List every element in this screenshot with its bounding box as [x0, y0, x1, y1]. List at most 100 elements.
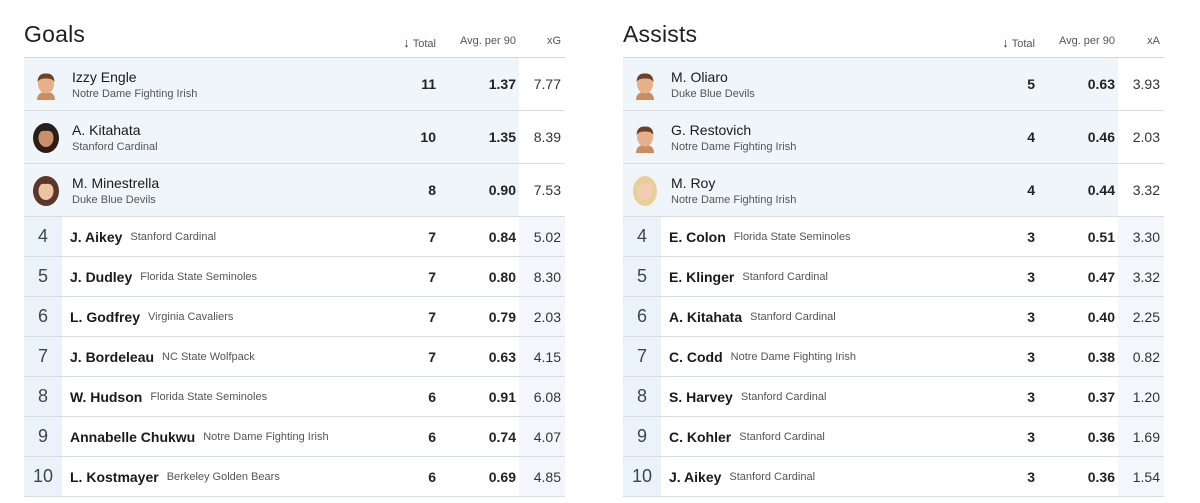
goals-top-row[interactable]: A. Kitahata Stanford Cardinal 10 1.35 8.…: [24, 111, 565, 164]
assists-row[interactable]: 6 A. Kitahata Stanford Cardinal 3 0.40 2.…: [623, 297, 1164, 337]
goals-row[interactable]: 9 Annabelle Chukwu Notre Dame Fighting Ir…: [24, 417, 565, 457]
goals-total: 6: [428, 428, 436, 445]
goals-header: Goals ↓ Total Avg. per 90 xG: [24, 0, 565, 58]
goals-total: 7: [428, 268, 436, 285]
goals-xg: 8.30: [519, 257, 565, 296]
player-name: J. Aikey: [669, 468, 722, 485]
rank: 9: [623, 417, 661, 456]
rank: 10: [24, 457, 62, 496]
assists-avg: 0.36: [1087, 468, 1115, 485]
avatar-female-icon: [633, 176, 657, 206]
goals-title: Goals: [24, 21, 86, 47]
avatar-male-icon: [37, 73, 55, 100]
assists-row[interactable]: 4 E. Colon Florida State Seminoles 3 0.51…: [623, 217, 1164, 257]
goals-row[interactable]: 8 W. Hudson Florida State Seminoles 6 0.9…: [24, 377, 565, 417]
assists-row[interactable]: 5 E. Klinger Stanford Cardinal 3 0.47 3.3…: [623, 257, 1164, 297]
assists-header: Assists ↓ Total Avg. per 90 xA: [623, 0, 1164, 58]
goals-col-xg[interactable]: xG: [546, 35, 561, 47]
goals-avg: 0.84: [488, 228, 516, 245]
player-name: Izzy Engle: [72, 69, 137, 85]
goals-row[interactable]: 6 L. Godfrey Virginia Cavaliers 7 0.79 2.…: [24, 297, 565, 337]
assists-col-xa[interactable]: xA: [1147, 35, 1160, 47]
goals-avg: 1.35: [488, 129, 516, 145]
goals-table: Goals ↓ Total Avg. per 90 xG Izzy Engle N…: [24, 0, 565, 497]
assists-top-row[interactable]: G. Restovich Notre Dame Fighting Irish 4…: [623, 111, 1164, 164]
avatar-female-icon: [33, 176, 59, 206]
assists-xa: 1.69: [1118, 417, 1164, 456]
player-name: M. Oliaro: [671, 69, 728, 85]
goals-total: 6: [428, 468, 436, 485]
goals-xg: 4.07: [519, 417, 565, 456]
goals-avg: 0.80: [488, 268, 516, 285]
goals-top-row[interactable]: Izzy Engle Notre Dame Fighting Irish 11 …: [24, 58, 565, 111]
goals-col-avg[interactable]: Avg. per 90: [459, 35, 516, 47]
player-name: J. Aikey: [70, 228, 123, 245]
player-team: Stanford Cardinal: [740, 390, 827, 403]
player-team: Stanford Cardinal: [742, 270, 828, 283]
goals-row[interactable]: 5 J. Dudley Florida State Seminoles 7 0.8…: [24, 257, 565, 297]
rank: 8: [623, 377, 661, 416]
assists-total: 3: [1027, 308, 1035, 325]
player-team: Berkeley Golden Bears: [166, 470, 280, 483]
assists-avg: 0.38: [1087, 348, 1115, 365]
player-name: C. Codd: [669, 348, 723, 365]
player-team: Florida State Seminoles: [140, 270, 258, 283]
assists-xa: 3.30: [1118, 217, 1164, 256]
goals-top-row[interactable]: M. Minestrella Duke Blue Devils 8 0.90 7…: [24, 164, 565, 217]
goals-row[interactable]: 4 J. Aikey Stanford Cardinal 7 0.84 5.02: [24, 217, 565, 257]
player-name: G. Restovich: [671, 122, 752, 138]
assists-table: Assists ↓ Total Avg. per 90 xA M. Oliaro …: [623, 0, 1164, 497]
assists-total: 3: [1027, 348, 1035, 365]
goals-xg: 6.08: [519, 377, 565, 416]
player-team: Stanford Cardinal: [72, 141, 158, 153]
avatar-female-icon: [33, 123, 59, 153]
goals-sort-total[interactable]: ↓ Total: [403, 35, 436, 50]
player-name: S. Harvey: [669, 388, 733, 405]
assists-top-row[interactable]: M. Roy Notre Dame Fighting Irish 4 0.44 …: [623, 164, 1164, 217]
goals-avg: 0.63: [488, 348, 516, 365]
goals-total: 6: [428, 388, 436, 405]
assists-avg: 0.44: [1087, 182, 1115, 198]
rank: 5: [623, 257, 661, 296]
player-team: Notre Dame Fighting Irish: [671, 194, 797, 206]
assists-avg: 0.46: [1087, 129, 1115, 145]
player-team: Notre Dame Fighting Irish: [730, 350, 856, 363]
assists-xa: 1.54: [1118, 457, 1164, 496]
player-team: Virginia Cavaliers: [148, 310, 234, 323]
avatar-male-icon: [636, 126, 654, 153]
player-team: Stanford Cardinal: [739, 430, 825, 443]
goals-xg: 7.77: [519, 58, 565, 110]
goals-avg: 0.91: [488, 388, 516, 405]
assists-top-row[interactable]: M. Oliaro Duke Blue Devils 5 0.63 3.93: [623, 58, 1164, 111]
player-name: M. Minestrella: [72, 175, 160, 191]
rank: 7: [623, 337, 661, 376]
player-name: E. Colon: [669, 228, 726, 245]
assists-xa: 3.93: [1118, 58, 1164, 110]
assists-avg: 0.47: [1087, 268, 1115, 285]
assists-xa: 0.82: [1118, 337, 1164, 376]
player-name: Annabelle Chukwu: [70, 428, 196, 445]
player-team: Notre Dame Fighting Irish: [203, 430, 329, 443]
rank: 9: [24, 417, 62, 456]
goals-row[interactable]: 7 J. Bordeleau NC State Wolfpack 7 0.63 4…: [24, 337, 565, 377]
assists-total: 3: [1027, 388, 1035, 405]
goals-total: 11: [421, 76, 436, 92]
assists-total: 4: [1027, 129, 1035, 145]
assists-total: 4: [1027, 182, 1035, 198]
player-name: C. Kohler: [669, 428, 732, 445]
assists-col-avg[interactable]: Avg. per 90: [1058, 35, 1115, 47]
player-team: Stanford Cardinal: [729, 470, 816, 483]
player-team: NC State Wolfpack: [162, 350, 255, 363]
goals-row[interactable]: 10 L. Kostmayer Berkeley Golden Bears 6 0…: [24, 457, 565, 497]
assists-row[interactable]: 9 C. Kohler Stanford Cardinal 3 0.36 1.69: [623, 417, 1164, 457]
assists-row[interactable]: 7 C. Codd Notre Dame Fighting Irish 3 0.3…: [623, 337, 1164, 377]
player-name: E. Klinger: [669, 268, 735, 285]
player-name: L. Godfrey: [70, 308, 141, 325]
assists-row[interactable]: 8 S. Harvey Stanford Cardinal 3 0.37 1.20: [623, 377, 1164, 417]
assists-row[interactable]: 10 J. Aikey Stanford Cardinal 3 0.36 1.54: [623, 457, 1164, 497]
goals-avg: 0.90: [488, 182, 516, 198]
goals-total: 7: [428, 348, 436, 365]
assists-xa: 2.03: [1118, 111, 1164, 163]
assists-sort-total[interactable]: ↓ Total: [1002, 35, 1035, 50]
player-team: Notre Dame Fighting Irish: [671, 141, 797, 153]
